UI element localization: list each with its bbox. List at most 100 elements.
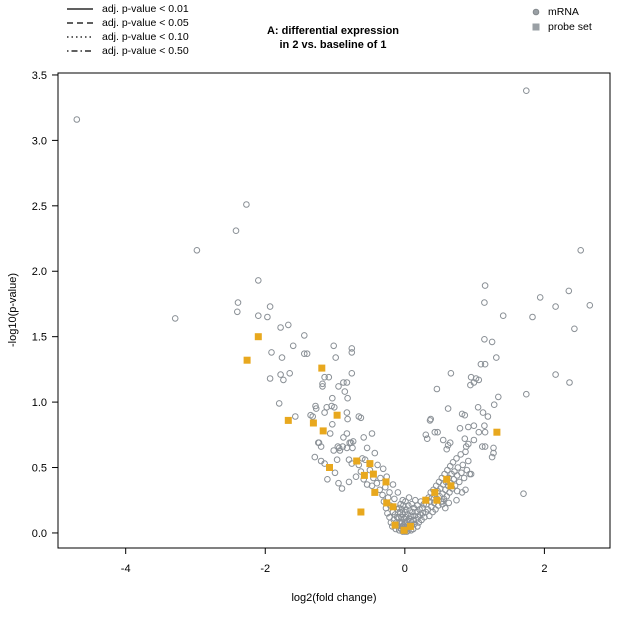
mrna-point	[445, 499, 453, 507]
mrna-point	[277, 324, 284, 331]
y-tick-label: 2.0	[32, 266, 47, 278]
mrna-point	[345, 478, 353, 486]
probe-set-point	[389, 503, 397, 511]
mrna-point	[280, 376, 287, 384]
x-tick-label: -4	[121, 563, 131, 575]
mrna-point	[444, 442, 452, 449]
mrna-point	[289, 342, 297, 350]
probe-set-point	[309, 419, 317, 427]
mrna-point	[340, 379, 347, 386]
series-legend-label: probe set	[548, 20, 592, 33]
mrna-point	[566, 379, 573, 386]
probe-set-point	[382, 478, 390, 486]
mrna-point	[475, 428, 483, 436]
mrna-point	[343, 430, 351, 437]
mrna-point	[444, 405, 452, 412]
mrna-point	[481, 336, 488, 343]
mrna-point	[465, 457, 472, 465]
mrna-point	[379, 491, 386, 499]
y-tick-label: 3.0	[32, 135, 47, 147]
mrna-point	[412, 496, 419, 504]
mrna-point	[330, 447, 338, 454]
mrna-point	[234, 308, 241, 316]
mrna-point	[344, 415, 351, 423]
mrna-point	[422, 431, 430, 439]
mrna-point	[333, 456, 341, 464]
series-legend-item: mRNA	[530, 4, 592, 19]
mrna-point	[254, 277, 262, 284]
probe-set-point	[353, 457, 361, 465]
mrna-point	[481, 443, 489, 450]
mrna-point	[374, 461, 381, 469]
probe-set-point	[447, 482, 455, 490]
mrna-point	[458, 469, 465, 477]
pvalue-legend-label: adj. p-value < 0.01	[102, 3, 189, 15]
probe-set-point	[357, 508, 365, 516]
mrna-point	[266, 375, 274, 382]
mrna-point	[481, 299, 488, 306]
mrna-point	[565, 287, 573, 295]
mrna-point	[315, 439, 323, 447]
pvalue-legend-item: adj. p-value < 0.10	[66, 30, 189, 44]
probe-set-point	[284, 416, 292, 424]
mrna-point	[331, 469, 339, 477]
mrna-point	[456, 425, 464, 432]
mrna-point	[456, 478, 463, 486]
pvalue-legend-label: adj. p-value < 0.50	[102, 45, 189, 57]
plot-box	[57, 72, 611, 549]
mrna-point	[266, 303, 274, 310]
mrna-point	[344, 394, 351, 402]
mrna-point	[414, 523, 421, 530]
probe-set-point	[400, 526, 408, 534]
mrna-point	[458, 489, 466, 496]
series-legend-label: mRNA	[548, 5, 579, 18]
mrna-point	[309, 413, 317, 420]
mrna-point	[340, 434, 347, 441]
probe-set-point	[443, 475, 451, 483]
mrna-point	[301, 332, 308, 339]
mrna-point	[481, 428, 489, 436]
mrna-point	[348, 345, 356, 352]
mrna-point	[431, 428, 439, 436]
x-tick-label: 0	[402, 563, 408, 575]
mrna-point	[332, 354, 340, 361]
mrna-point	[285, 321, 292, 329]
mrna-point	[433, 385, 441, 393]
mrna-point	[446, 462, 454, 470]
mrna-point	[319, 383, 326, 390]
x-tick-label: -2	[260, 563, 270, 575]
mrna-point	[268, 349, 275, 356]
probe-set-point	[326, 464, 333, 471]
mrna-point	[523, 390, 530, 398]
mrna-point	[427, 415, 435, 423]
y-axis-label: -log10(p-value)	[7, 273, 19, 347]
mrna-point	[479, 409, 487, 416]
mrna-point	[529, 313, 536, 321]
mrna-point	[426, 512, 433, 520]
mrna-point	[470, 436, 478, 444]
mrna-point	[454, 464, 462, 471]
mrna-point	[453, 455, 460, 462]
pvalue-threshold-legend: adj. p-value < 0.01 adj. p-value < 0.05 ad…	[66, 2, 189, 58]
solid-line-sample	[67, 8, 93, 10]
mrna-point	[490, 449, 497, 457]
probe-set-point	[391, 521, 399, 529]
pvalue-legend-label: adj. p-value < 0.05	[102, 17, 189, 29]
mrna-point	[331, 404, 338, 411]
mrna-point	[73, 116, 81, 123]
probe-set-point	[319, 427, 327, 435]
mrna-point	[405, 494, 413, 501]
mrna-point	[389, 481, 397, 488]
mrna-point	[275, 400, 283, 407]
probe-set-point	[254, 333, 262, 341]
mrna-point	[414, 502, 421, 509]
mrna-point	[450, 476, 458, 483]
mrna-point	[523, 87, 530, 94]
mrna-point	[321, 409, 328, 416]
mrna-point	[499, 312, 507, 320]
y-tick-label: 3.5	[32, 70, 47, 82]
mrna-point	[552, 371, 559, 378]
mrna-point	[394, 489, 402, 496]
mrna-point	[312, 405, 320, 412]
